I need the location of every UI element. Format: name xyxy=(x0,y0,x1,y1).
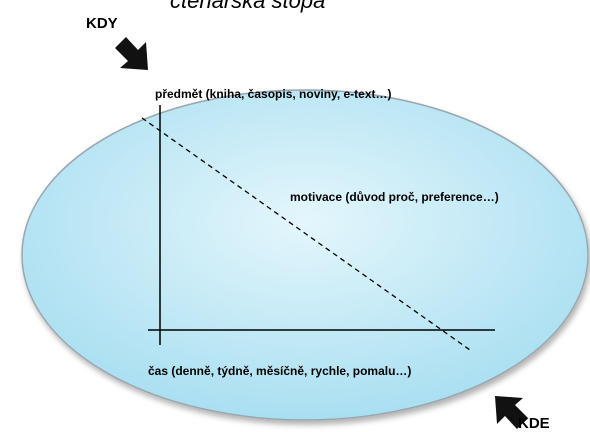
motivation-label: motivace (důvod proč, preference…) xyxy=(290,190,499,204)
dashed-line xyxy=(141,117,471,351)
title: čtenářská stopa xyxy=(170,0,325,13)
label-kde: KDE xyxy=(518,415,550,432)
arrow-kdy xyxy=(115,37,148,70)
subject-label: předmět (kniha, časopis, noviny, e-text…… xyxy=(155,87,392,101)
arrow-kde xyxy=(495,396,528,429)
label-kdy: KDY xyxy=(86,15,118,32)
ellipse xyxy=(21,89,589,421)
time-label: čas (denně, týdně, měsíčně, rychle, poma… xyxy=(148,364,411,378)
